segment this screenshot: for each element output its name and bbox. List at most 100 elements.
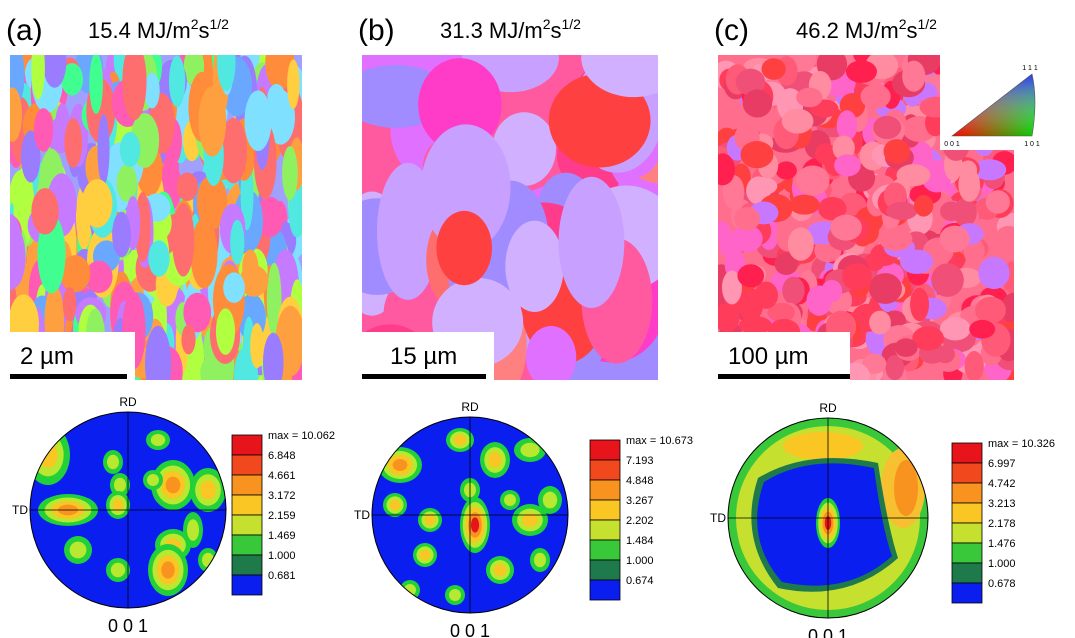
colorbar-label: 3.213 [988,498,1016,510]
colorbar-box [951,542,983,564]
colorbar-label: 2.202 [626,515,654,527]
grain [168,55,186,108]
grain [62,286,77,322]
superscript: 1/2 [918,16,938,32]
grain [978,256,1010,290]
grain [244,90,272,152]
grain [266,262,282,337]
pf-outline [371,416,569,614]
grain [558,176,625,308]
scale-bar [362,374,486,379]
colorbar-label: 2.178 [988,518,1016,530]
grain [860,84,891,109]
contour [114,477,126,493]
grain [735,68,766,96]
colorbar-label: 1.476 [988,538,1016,550]
grain [548,73,651,168]
colorbar-label: 1.484 [626,535,654,547]
grain [144,325,172,380]
pf-td-label: TD [12,503,28,517]
grain [61,63,84,96]
contour [522,513,538,527]
grain [81,179,113,228]
grain [421,124,511,251]
grain [42,55,67,88]
grain [215,308,236,355]
heading-text: s [199,18,210,43]
grain [181,324,196,355]
grain [266,89,296,145]
colorbar-label: 1.000 [988,558,1016,570]
pf-rd-label: RD [819,401,837,415]
colorbar-label: 7.193 [626,455,654,467]
grain [996,225,1014,246]
colorbar-box [231,474,263,496]
heading-text: 15.4 MJ/m [88,18,191,43]
contour [494,564,506,576]
contour [200,480,216,500]
superscript: 1/2 [562,16,582,32]
grain [869,310,891,335]
colorbar-box [589,559,621,581]
ipf-triangle-overlay [951,73,1036,137]
grain [738,316,772,335]
grain [740,141,774,169]
grain [734,206,761,231]
superscript: 1/2 [210,16,230,32]
grain [112,211,131,258]
grain [761,58,786,80]
grain [834,154,861,177]
contour [389,499,401,511]
grain [183,292,212,333]
grain [796,165,830,196]
grain [172,203,195,277]
grain [176,172,198,201]
panel-label: (c) [714,14,749,47]
colorbar-box [231,574,263,596]
colorbar-label: 2.159 [268,510,296,522]
grain [190,218,218,289]
colorbar-label: 4.848 [626,475,654,487]
ebsd-map [362,55,658,380]
colorbar-label: 1.000 [626,555,654,567]
contour [150,434,166,446]
grain [767,302,795,323]
grain [830,214,862,241]
colorbar-box [951,522,983,544]
grain [818,196,847,221]
grain [841,263,872,291]
colorbar-box [589,459,621,481]
contour [454,434,466,446]
grain [969,319,996,339]
grain [821,279,843,303]
grain [60,255,91,293]
grain [97,114,110,185]
contour [488,452,502,468]
grain [525,325,577,380]
grain [85,260,113,293]
grain [116,164,138,202]
grain [748,176,778,196]
pf-rd-label: RD [461,400,479,414]
grain [742,89,773,118]
colorbar-label: 4.661 [268,470,296,482]
panel-heading: 46.2 MJ/m2s1/2 [796,16,937,43]
scale-bar-box [362,332,494,380]
pf-td-label: TD [710,511,726,525]
grain [975,296,1006,324]
contour [112,499,124,511]
colorbar-box [231,454,263,476]
grain [250,323,264,369]
colorbar-box [951,462,983,484]
grain [230,219,245,265]
scale-bar-box [718,332,850,380]
grain [902,60,926,92]
grain [774,252,799,276]
pf-td-label: TD [354,508,370,522]
grain [789,194,820,215]
pf-outline [727,417,929,619]
contour [449,589,461,601]
grain [262,332,284,380]
grain [868,273,902,304]
colorbar-box [589,439,621,461]
